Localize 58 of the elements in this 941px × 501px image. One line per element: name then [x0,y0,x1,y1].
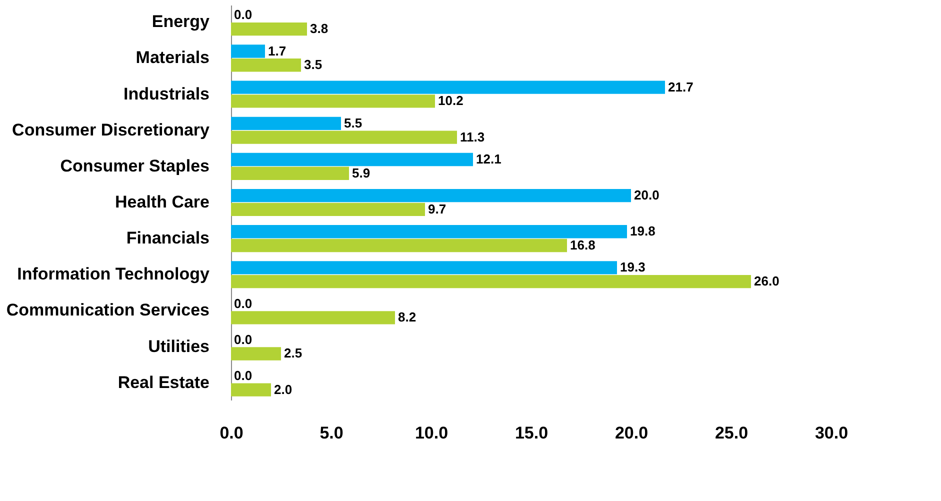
data-label: 26.0 [754,274,780,289]
bar [231,94,435,108]
data-label: 11.3 [460,129,485,144]
y-tick-label: Communication Services [6,300,210,320]
bar [231,166,349,180]
data-label: 5.9 [352,165,370,180]
bar [231,238,567,252]
data-label: 16.8 [570,238,596,253]
bar [231,80,665,94]
y-tick-label: Industrials [124,84,210,104]
data-label: 20.0 [634,188,660,203]
x-tick-label: 25.0 [714,424,748,442]
y-tick-label: Health Care [115,192,210,212]
bar [231,347,281,360]
y-tick-label: Information Technology [17,264,210,284]
bar [231,311,395,324]
data-label: 2.5 [284,346,302,361]
bar [231,274,751,288]
bar [231,261,617,274]
bar [231,44,265,58]
y-tick-label: Utilities [148,336,210,356]
bar [231,22,307,36]
data-label: 10.2 [438,93,464,108]
data-label: 0.0 [234,296,252,311]
bar [231,152,473,166]
data-label: 12.1 [476,151,502,166]
data-label: 3.5 [304,57,322,72]
data-label: 0.0 [234,332,252,347]
bar [231,116,341,130]
bar [231,202,425,216]
y-tick-label: Materials [136,48,210,68]
bar [231,225,627,238]
data-label: 2.0 [274,382,292,397]
bar [231,58,301,72]
data-label: 8.2 [398,310,416,325]
bar [231,188,631,202]
data-label: 19.8 [630,224,656,239]
x-tick-label: 15.0 [514,424,548,442]
bar [231,130,457,144]
x-tick-label: 5.0 [320,424,344,442]
y-tick-label: Real Estate [118,372,210,392]
y-tick-label: Consumer Staples [60,156,210,176]
data-label: 1.7 [268,43,286,58]
data-label: 21.7 [668,79,694,94]
x-tick-label: 30.0 [814,424,848,442]
data-label: 0.0 [234,368,252,383]
data-label: 19.3 [620,260,646,275]
y-tick-label: Financials [126,228,210,248]
data-label: 3.8 [310,21,328,36]
x-tick-label: 20.0 [614,424,648,442]
data-label: 5.5 [344,115,362,130]
x-tick-label: 0.0 [220,424,244,442]
y-tick-label: Energy [152,12,210,32]
y-tick-label: Consumer Discretionary [12,120,210,140]
data-label: 0.0 [234,7,252,22]
data-label: 9.7 [428,201,446,216]
bar [231,383,271,396]
x-tick-label: 10.0 [414,424,448,442]
